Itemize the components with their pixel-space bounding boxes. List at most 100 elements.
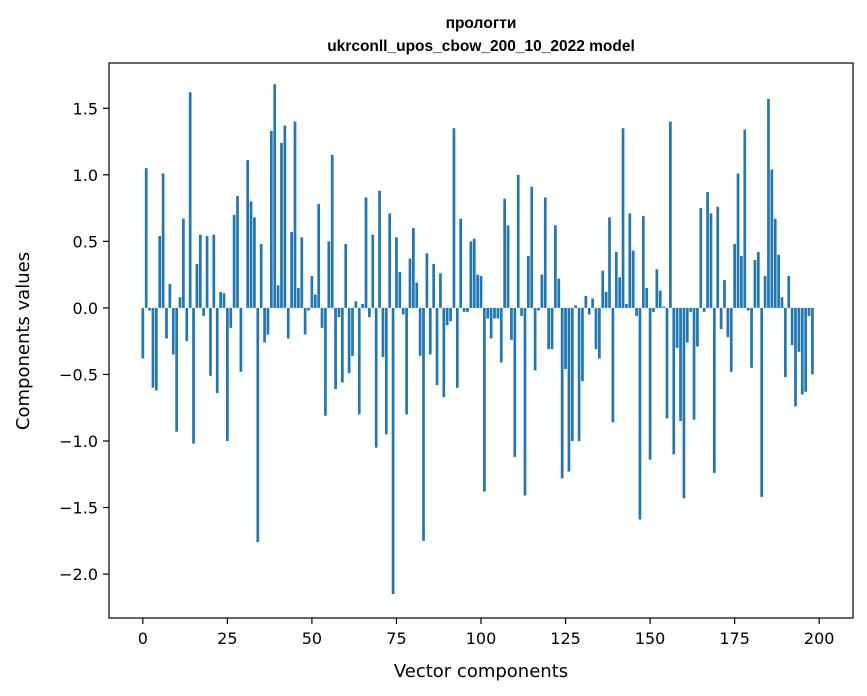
bar bbox=[415, 282, 419, 308]
bar bbox=[787, 275, 791, 308]
bar bbox=[307, 307, 310, 311]
bar bbox=[232, 214, 236, 308]
bar bbox=[452, 128, 456, 308]
bar bbox=[422, 307, 425, 541]
bar bbox=[608, 217, 611, 308]
bar bbox=[496, 307, 500, 319]
bar bbox=[770, 169, 774, 308]
bar bbox=[543, 197, 547, 308]
bar bbox=[479, 275, 483, 308]
bar bbox=[209, 307, 212, 376]
bar bbox=[506, 225, 510, 308]
bar bbox=[391, 307, 395, 595]
x-axis-label: Vector components bbox=[394, 661, 568, 682]
bar bbox=[530, 186, 534, 308]
bar bbox=[412, 228, 415, 308]
bar bbox=[567, 307, 571, 472]
bar bbox=[641, 216, 645, 308]
bar bbox=[354, 301, 358, 308]
bar bbox=[198, 234, 202, 308]
bar bbox=[784, 307, 787, 378]
bar bbox=[276, 285, 280, 308]
bar bbox=[256, 307, 260, 543]
bar bbox=[192, 307, 195, 444]
bar bbox=[726, 307, 730, 338]
bar bbox=[290, 232, 293, 308]
bar bbox=[669, 121, 672, 308]
bar bbox=[158, 236, 162, 308]
y-axis: −2.0 −1.5 −1.0 −0.5 0.0 0.5 1.0 1.5 bbox=[59, 99, 109, 584]
x-tick-label: 25 bbox=[217, 629, 237, 648]
bar bbox=[692, 307, 696, 420]
bar bbox=[577, 307, 581, 441]
bar bbox=[645, 287, 649, 308]
bar bbox=[635, 307, 638, 316]
bar bbox=[685, 307, 689, 343]
bar bbox=[205, 236, 209, 308]
y-tick-label: 1.5 bbox=[73, 99, 98, 118]
bar bbox=[222, 293, 226, 308]
bar bbox=[442, 307, 446, 398]
bar bbox=[405, 307, 408, 415]
x-tick-label: 100 bbox=[466, 629, 497, 648]
bar bbox=[472, 238, 476, 308]
bar bbox=[510, 307, 513, 340]
bar bbox=[743, 129, 747, 308]
bar bbox=[598, 307, 601, 359]
bar bbox=[445, 307, 449, 326]
bar bbox=[520, 307, 523, 316]
bar bbox=[266, 307, 270, 335]
bar bbox=[297, 287, 300, 308]
bar bbox=[439, 273, 442, 308]
bar bbox=[246, 160, 250, 308]
bar bbox=[432, 263, 436, 308]
bar bbox=[144, 168, 148, 308]
bar bbox=[611, 307, 615, 423]
bar bbox=[357, 307, 361, 415]
bar bbox=[648, 307, 652, 460]
bar bbox=[330, 154, 334, 308]
bar bbox=[625, 303, 628, 308]
bar bbox=[702, 307, 706, 312]
bar bbox=[368, 307, 371, 318]
bar bbox=[259, 244, 263, 308]
bar bbox=[486, 307, 490, 319]
bar bbox=[188, 92, 192, 308]
bar bbox=[215, 307, 219, 394]
bar bbox=[516, 174, 520, 308]
bar bbox=[591, 298, 594, 308]
bar bbox=[381, 307, 385, 358]
bar bbox=[364, 197, 368, 308]
bar bbox=[658, 290, 662, 308]
bars-group bbox=[141, 84, 814, 595]
bar bbox=[696, 307, 699, 347]
bar bbox=[459, 218, 463, 308]
bar bbox=[280, 142, 283, 308]
bar bbox=[540, 274, 544, 308]
bar bbox=[483, 307, 486, 492]
bar bbox=[283, 125, 287, 308]
bar bbox=[564, 307, 567, 370]
bar bbox=[550, 307, 554, 350]
plot-frame bbox=[108, 62, 854, 619]
bar bbox=[469, 241, 473, 308]
bar bbox=[675, 307, 679, 348]
bar bbox=[418, 307, 422, 356]
bar bbox=[780, 297, 784, 308]
bar bbox=[689, 307, 693, 312]
bar bbox=[269, 130, 273, 308]
bar bbox=[736, 173, 740, 308]
bar bbox=[513, 307, 517, 457]
y-tick-label: 0.0 bbox=[73, 299, 98, 318]
bar bbox=[587, 307, 591, 315]
bar bbox=[371, 234, 375, 308]
bar bbox=[760, 307, 764, 497]
y-tick-label: 1.0 bbox=[73, 166, 98, 185]
bar bbox=[334, 307, 337, 390]
bar bbox=[526, 255, 530, 308]
bar bbox=[273, 84, 277, 308]
bar bbox=[618, 277, 622, 308]
bar bbox=[777, 254, 780, 308]
chart-title: пролoгти bbox=[446, 15, 517, 32]
